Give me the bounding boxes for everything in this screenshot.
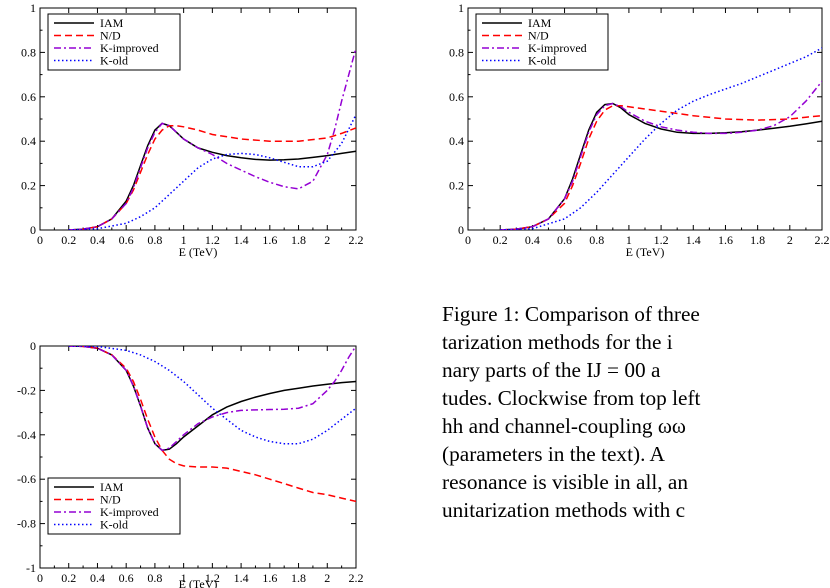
chart-bottom-left: 0 0.2 0.4 0.6 0.8 1 1.2 1.4 1.6 1.8 2 2.2 0 -0.2 -0.4 -…: [17, 339, 364, 588]
caption-line: resonance is visible in all, an: [442, 470, 689, 494]
series-iam-line: [500, 102, 822, 230]
legend-label: N/D: [100, 493, 121, 507]
x-tick-label: 2: [324, 571, 330, 585]
legend-label: IAM: [528, 16, 552, 30]
y-tick-label: 1: [458, 1, 464, 15]
legend-label: K-old: [528, 54, 556, 68]
x-axis-label: E (TeV): [179, 245, 218, 259]
legend-label: K-improved: [100, 41, 159, 55]
series-n-d-line: [500, 104, 822, 230]
caption-line: hh and channel-coupling ωω: [442, 414, 686, 438]
x-tick-label: 0.6: [557, 233, 572, 247]
y-tick-label: 0: [458, 223, 464, 237]
y-tick-label: 0.6: [21, 90, 36, 104]
x-tick-label: 2.2: [815, 233, 830, 247]
x-tick-label: 1.8: [291, 571, 306, 585]
x-tick-label: 1.4: [686, 233, 701, 247]
legend-label: K-old: [100, 518, 128, 532]
y-tick-label: 0.4: [21, 134, 36, 148]
x-tick-label: 2: [324, 233, 330, 247]
x-tick-label: 1.6: [262, 571, 277, 585]
caption-line: unitarization methods with c: [442, 498, 686, 522]
x-tick-label: 1.8: [291, 233, 306, 247]
x-tick-label: 0.8: [147, 233, 162, 247]
x-tick-label: 1.6: [262, 233, 277, 247]
y-tick-label: 0: [30, 223, 36, 237]
x-tick-label: 0.4: [90, 571, 105, 585]
x-tick-label: 1.2: [205, 571, 220, 585]
chart-top-left: 0 0.2 0.4 0.6 0.8 1 1.2 1.4 1.6 1.8 2 2.2 0 0.2 0.4 0.6…: [21, 1, 364, 259]
x-tick-label: 0.4: [90, 233, 105, 247]
y-tick-label: 0.8: [21, 45, 36, 59]
x-tick-label: 1.4: [234, 571, 249, 585]
x-tick-label: 1: [626, 233, 632, 247]
series-iam-line: [68, 346, 356, 452]
series-n-d-line: [68, 124, 356, 230]
x-tick-label: 1: [181, 233, 187, 247]
y-tick-label: 0: [30, 339, 36, 353]
x-axis-label: E (TeV): [626, 245, 665, 259]
x-tick-label: 0: [37, 233, 43, 247]
x-tick-label: 1.2: [205, 233, 220, 247]
x-tick-label: 0.4: [525, 233, 540, 247]
x-tick-label: 0.2: [493, 233, 508, 247]
series-k-old-line: [68, 114, 356, 230]
series-n-d-line: [68, 346, 356, 503]
x-tick-label: 2.2: [349, 571, 364, 585]
x-tick-label: 1.8: [750, 233, 765, 247]
x-tick-label: 0.2: [61, 233, 76, 247]
x-tick-label: 0.6: [119, 571, 134, 585]
x-tick-label: 0.8: [589, 233, 604, 247]
legend-label: K-improved: [528, 41, 587, 55]
chart-top-right: 0 0.2 0.4 0.6 0.8 1 1.2 1.4 1.6 1.8 2 2.2 0 0.2 0.4 0.6…: [449, 1, 830, 259]
x-tick-label: 0: [465, 233, 471, 247]
x-tick-label: 2.2: [349, 233, 364, 247]
x-tick-label: 0.2: [61, 571, 76, 585]
x-tick-label: 1.2: [654, 233, 669, 247]
caption-line: tudes. Clockwise from top left: [442, 386, 701, 410]
legend-label: K-improved: [100, 505, 159, 519]
y-tick-label: 0.8: [449, 45, 464, 59]
y-tick-label: -0.6: [17, 472, 36, 486]
legend-label: IAM: [100, 16, 124, 30]
x-tick-label: 1.6: [718, 233, 733, 247]
legend-label: N/D: [100, 29, 121, 43]
legend-label: K-old: [100, 54, 128, 68]
series-k-old-line: [500, 47, 822, 230]
series-k-improved-line: [68, 346, 356, 452]
x-tick-label: 0.6: [119, 233, 134, 247]
y-tick-label: -0.2: [17, 383, 36, 397]
y-tick-label: 1: [30, 1, 36, 15]
x-tick-label: 1.4: [234, 233, 249, 247]
x-tick-label: 0: [37, 571, 43, 585]
y-tick-label: 0.6: [449, 90, 464, 104]
x-tick-label: 0.8: [147, 571, 162, 585]
caption-line: nary parts of the IJ = 00 a: [442, 358, 661, 382]
x-axis-label: E (TeV): [179, 577, 218, 588]
y-tick-label: 0.4: [449, 134, 464, 148]
x-tick-label: 1: [181, 571, 187, 585]
y-tick-label: -1: [26, 561, 36, 575]
series-k-old-line: [68, 346, 356, 445]
figure-caption: Figure 1: Comparison of three tarization…: [442, 300, 822, 588]
series-k-improved-line: [500, 80, 822, 230]
caption-line: Figure 1: Comparison of three: [442, 302, 700, 326]
legend-label: N/D: [528, 29, 549, 43]
caption-line: tarization methods for the i: [442, 330, 673, 354]
caption-line: (parameters in the text). A: [442, 442, 665, 466]
y-tick-label: -0.4: [17, 428, 36, 442]
x-tick-label: 2: [787, 233, 793, 247]
y-tick-label: 0.2: [21, 179, 36, 193]
y-tick-label: 0.2: [449, 179, 464, 193]
legend-label: IAM: [100, 480, 124, 494]
plot-frame: [39, 345, 357, 569]
y-tick-label: -0.8: [17, 517, 36, 531]
series-k-improved-line: [68, 47, 356, 230]
